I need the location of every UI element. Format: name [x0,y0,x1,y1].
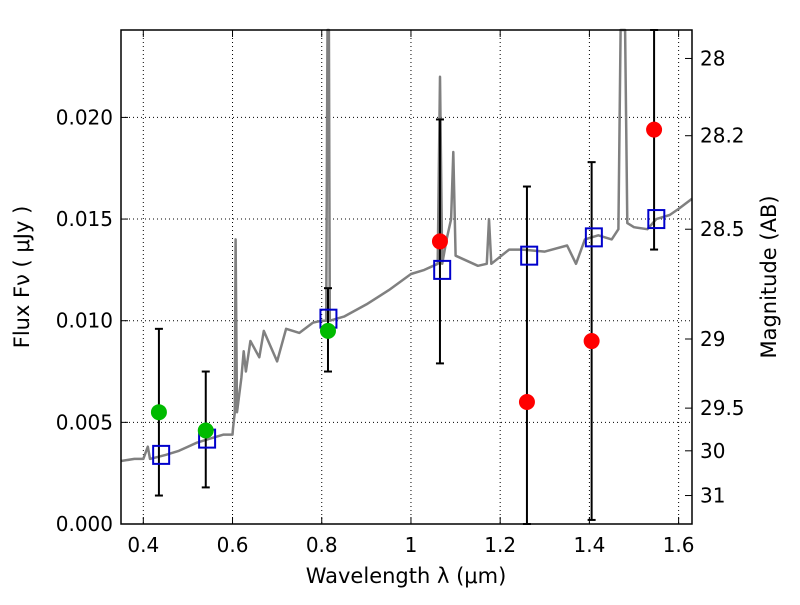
observed-point-marker [583,333,600,350]
observed-point-marker [197,422,214,439]
y-tick-label: 0.010 [56,309,113,333]
plot-frame [120,29,693,525]
model-square-marker [647,209,666,230]
model-square-marker [584,227,603,248]
model-square-marker [433,259,452,280]
spectrum-line [120,28,693,463]
right-tick-label: 28 [700,46,725,70]
observed-point-marker [646,121,663,138]
x-tick-label: 0.4 [127,533,159,557]
y-tick-label: 0.015 [56,207,113,231]
right-tick-label: 30 [700,439,725,463]
observed-point-marker [150,404,167,421]
observed-point-marker [518,394,535,411]
right-tick-label: 31 [700,484,725,508]
spectrum-layer [120,28,693,463]
y-axis-title: Flux Fν ( μJy ) [10,206,34,349]
x-tick-label: 1.4 [573,533,605,557]
y-tick-label: 0.020 [56,105,113,129]
observed-point-marker [431,233,448,250]
x-tick-label: 0.6 [217,533,249,557]
observed-point-marker [319,322,336,339]
x-tick-label: 0.8 [306,533,338,557]
model-square-marker [520,245,539,266]
y-tick-label: 0.005 [56,410,113,434]
right-tick-label: 29 [700,327,725,351]
x-tick-label: 1.6 [663,533,695,557]
x-tick-label: 1 [405,533,418,557]
model-square-marker [152,444,171,465]
right-tick-label: 28.5 [700,217,745,241]
marker-layer [150,121,666,465]
tick-layer: 0.4 0.6 0.8 1 1.2 1.4 1.6 0.000 0.005 0.010 0.015 0… [56,30,745,557]
right-tick-label: 28.2 [700,124,745,148]
x-tick-label: 1.2 [484,533,516,557]
right-axis-title: Magnitude (AB) [757,195,781,358]
x-axis-title: Wavelength λ (μm) [306,564,507,588]
y-tick-label: 0.000 [56,512,113,536]
right-tick-label: 29.5 [700,396,745,420]
